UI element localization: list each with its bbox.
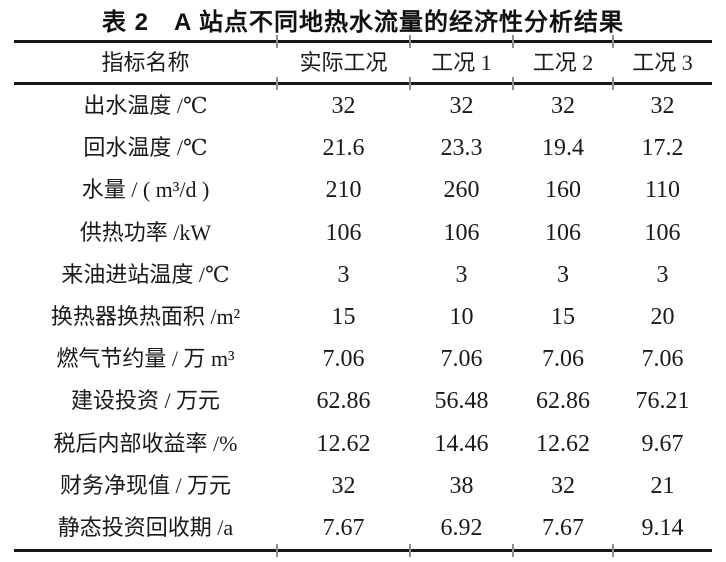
column-divider-tick [409,35,411,48]
cell-value: 32 [331,93,356,120]
row-label: 静态投资回收期 /a [57,514,234,540]
cell-value: 3 [656,261,669,288]
row-label: 换热器换热面积 /m² [50,304,241,330]
column-header-indicator: 指标名称 [101,49,190,75]
cell-value: 7.06 [440,346,483,373]
cell-value: 3 [337,261,350,288]
table-header-row: 指标名称 实际工况 工况 1 工况 2 工况 3 [14,43,712,82]
row-label: 税后内部收益率 /% [53,430,238,456]
cell-value: 6.92 [440,514,483,541]
cell-value: 7.67 [322,514,365,541]
cell-value: 210 [325,177,362,204]
column-header-case3: 工况 3 [632,49,693,75]
cell-value: 106 [443,219,480,246]
table-header-rule [14,77,712,90]
table-row: 水量 / ( m³/d ) 210 260 160 110 [14,169,712,211]
column-divider-tick [512,544,514,558]
cell-value: 76.21 [635,388,690,415]
cell-value: 32 [551,472,575,499]
cell-value: 3 [557,261,569,288]
column-header-case1: 工况 1 [431,49,492,75]
cell-value: 7.67 [542,514,584,541]
row-label: 水量 / ( m³/d ) [81,177,210,203]
cell-value: 19.4 [542,135,584,162]
cell-value: 7.06 [322,346,365,373]
cell-value: 62.86 [316,388,371,415]
cell-value: 32 [650,93,675,120]
table-row: 换热器换热面积 /m² 15 10 15 20 [14,296,712,338]
column-header-case2: 工况 2 [532,49,594,75]
cell-value: 32 [331,472,356,499]
row-label: 燃气节约量 / 万 m³ [56,346,235,372]
row-label: 建设投资 / 万元 [70,388,221,414]
column-divider-tick [512,77,514,90]
column-divider-tick [512,35,514,48]
cell-value: 23.3 [440,135,483,162]
cell-value: 110 [644,177,681,204]
cell-value: 9.67 [641,430,684,457]
row-label: 财务净现值 / 万元 [59,472,232,498]
column-divider-tick [612,544,614,558]
column-divider-tick [276,544,278,558]
cell-value: 32 [449,93,474,120]
cell-value: 56.48 [434,388,489,415]
cell-value: 15 [551,304,575,331]
table-row: 出水温度 /℃ 32 32 32 32 [14,85,712,127]
cell-value: 106 [644,219,681,246]
cell-value: 7.06 [542,346,584,373]
table-row: 税后内部收益率 /% 12.62 14.46 12.62 9.67 [14,423,712,465]
cell-value: 7.06 [641,346,684,373]
cell-value: 106 [545,219,581,246]
column-divider-tick [409,77,411,90]
cell-value: 9.14 [641,514,684,541]
column-header-actual: 实际工况 [299,49,388,75]
column-divider-tick [276,77,278,90]
column-divider-tick [612,35,614,48]
cell-value: 14.46 [434,430,489,457]
cell-value: 62.86 [536,388,590,415]
cell-value: 12.62 [536,430,590,457]
table-top-rule [14,35,712,48]
cell-value: 21.6 [322,135,365,162]
table-caption: 表 2 A 站点不同地热水流量的经济性分析结果 [101,9,625,36]
cell-value: 15 [331,304,356,331]
table-row: 静态投资回收期 /a 7.67 6.92 7.67 9.14 [14,507,712,549]
table-row: 建设投资 / 万元 62.86 56.48 62.86 76.21 [14,380,712,422]
table-row: 来油进站温度 /℃ 3 3 3 3 [14,254,712,296]
row-label: 来油进站温度 /℃ [61,261,230,287]
cell-value: 10 [449,304,474,331]
table-row: 财务净现值 / 万元 32 38 32 21 [14,465,712,507]
economic-analysis-table: 指标名称 实际工况 工况 1 工况 2 工况 3 出水温度 /℃ 32 32 3… [14,35,712,558]
table-row: 回水温度 /℃ 21.6 23.3 19.4 17.2 [14,127,712,169]
cell-value: 3 [455,261,468,288]
cell-value: 20 [650,304,675,331]
table-bottom-rule [14,544,712,558]
row-label: 出水温度 /℃ [83,93,208,119]
row-label: 供热功率 /kW [79,219,212,245]
cell-value: 17.2 [641,135,684,162]
cell-value: 21 [650,472,675,499]
cell-value: 106 [325,219,362,246]
row-label: 回水温度 /℃ [83,135,208,161]
cell-value: 32 [551,93,575,120]
cell-value: 160 [545,177,581,204]
table-row: 燃气节约量 / 万 m³ 7.06 7.06 7.06 7.06 [14,338,712,380]
table-row: 供热功率 /kW 106 106 106 106 [14,212,712,254]
cell-value: 12.62 [316,430,371,457]
column-divider-tick [409,544,411,558]
column-divider-tick [612,77,614,90]
cell-value: 260 [443,177,480,204]
cell-value: 38 [449,472,474,499]
column-divider-tick [276,35,278,48]
